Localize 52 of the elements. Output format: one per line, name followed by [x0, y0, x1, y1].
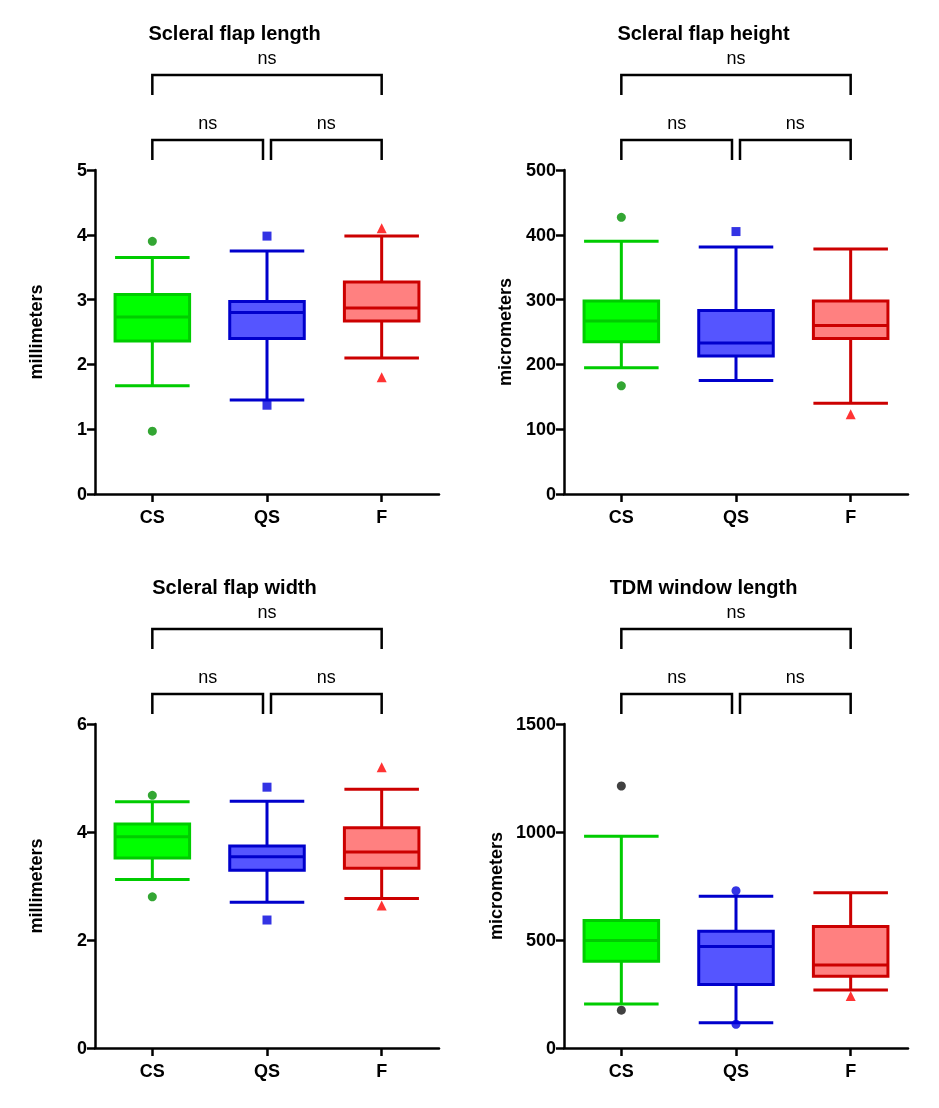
- text: ns: [726, 48, 746, 68]
- y-tick-label: 200: [525, 354, 556, 375]
- y-tick-label: 1: [76, 419, 87, 440]
- y-tick-label: 4: [76, 822, 87, 842]
- y-axis-title: micrometers: [495, 277, 515, 387]
- y-tick-label: 6: [76, 714, 87, 734]
- x-tick-label: QS: [722, 1061, 750, 1081]
- x-tick-label: QS: [722, 507, 750, 527]
- y-tick-label: 3: [76, 289, 87, 310]
- text: ns: [785, 667, 805, 687]
- text: ns: [726, 602, 746, 622]
- text: ns: [198, 667, 218, 687]
- chart-title: Scleral flap width: [152, 576, 317, 598]
- y-axis-title: millimeters: [26, 284, 46, 380]
- text: ns: [316, 667, 336, 687]
- x-tick-label: CS: [608, 507, 634, 527]
- y-axis-title: micrometers: [486, 831, 507, 941]
- y-tick-label: 0: [76, 1038, 87, 1058]
- y-tick-label: 5: [76, 160, 87, 180]
- x-tick-label: CS: [139, 1061, 165, 1081]
- y-tick-label: 2: [76, 354, 87, 375]
- x-tick-label: CS: [139, 507, 165, 527]
- y-tick-label: 1000: [515, 822, 556, 842]
- x-tick-label: F: [845, 507, 857, 527]
- x-tick-label: QS: [253, 507, 281, 527]
- y-tick-label: 4: [76, 224, 87, 245]
- text: ns: [257, 602, 277, 622]
- chart-title: Scleral flap height: [617, 22, 790, 44]
- y-tick-label: 2: [76, 930, 87, 950]
- chart-title: Scleral flap length: [148, 22, 321, 44]
- text: ns: [198, 113, 218, 133]
- x-tick-label: F: [376, 507, 388, 527]
- y-tick-label: 400: [525, 224, 556, 245]
- y-tick-label: 500: [525, 930, 556, 950]
- text: ns: [257, 48, 277, 68]
- text: ns: [785, 113, 805, 133]
- y-tick-label: 0: [76, 484, 87, 504]
- x-tick-label: F: [376, 1061, 388, 1081]
- y-tick-label: 0: [545, 1038, 556, 1058]
- y-tick-label: 500: [525, 160, 556, 180]
- y-tick-label: 0: [545, 484, 556, 504]
- text: ns: [316, 113, 336, 133]
- y-tick-label: 300: [525, 289, 556, 310]
- chart-title: TDM window length: [609, 576, 798, 598]
- text: ns: [667, 113, 687, 133]
- y-tick-label: 100: [525, 419, 556, 440]
- x-tick-label: CS: [608, 1061, 634, 1081]
- y-tick-label: 1500: [515, 714, 556, 734]
- x-tick-label: F: [845, 1061, 857, 1081]
- text: ns: [667, 667, 687, 687]
- x-tick-label: QS: [253, 1061, 281, 1081]
- y-axis-title: millimeters: [26, 838, 46, 934]
